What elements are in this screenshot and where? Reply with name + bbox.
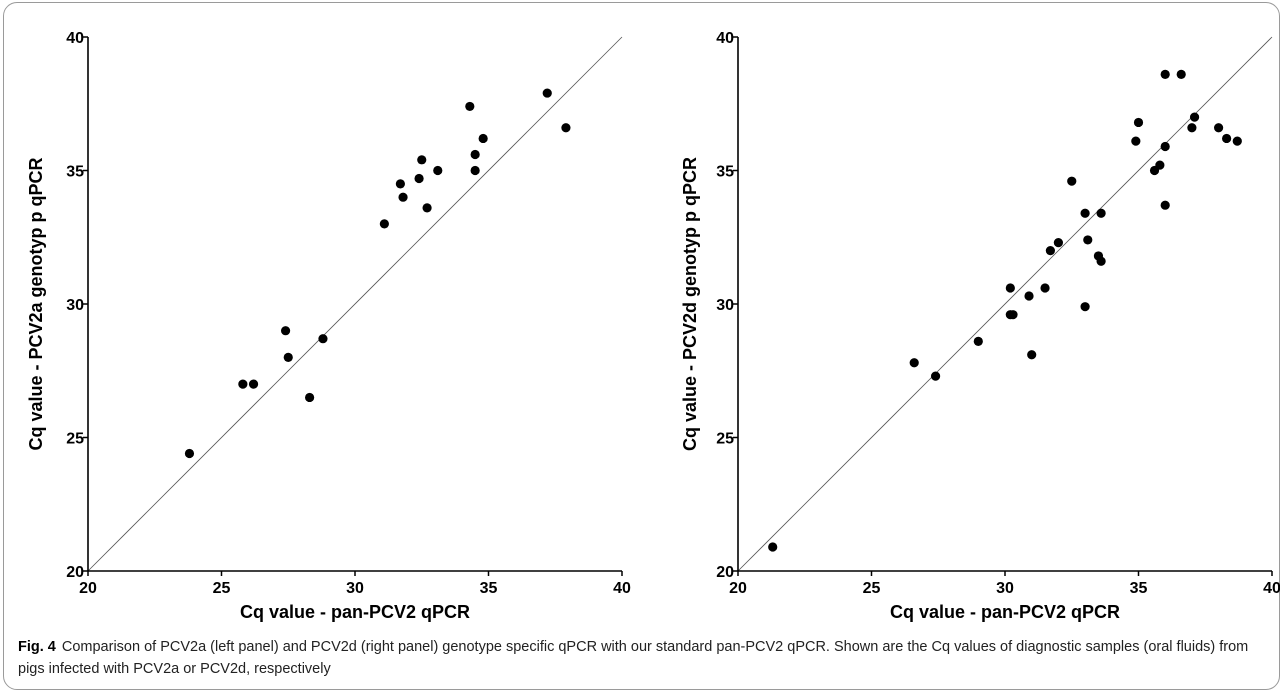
y-tick-label: 25 — [716, 431, 734, 448]
data-point — [1040, 283, 1050, 293]
data-point — [909, 358, 919, 368]
data-point — [470, 165, 480, 176]
data-point — [422, 203, 432, 213]
data-point — [561, 123, 571, 133]
data-point — [1083, 235, 1093, 245]
data-point — [1080, 208, 1090, 218]
data-point — [238, 379, 248, 389]
y-tick-label: 25 — [66, 431, 84, 448]
data-point — [1024, 291, 1034, 301]
y-tick-label: 30 — [66, 297, 84, 314]
right-scatter-plot: 20 25 30 35 40 20 25 30 35 40 Cq value - pan-PCV2 … — [680, 30, 1280, 622]
data-point — [1189, 112, 1200, 122]
identity-reference-line — [87, 36, 623, 572]
right-panel-chart: 20 25 30 35 40 20 25 30 35 40 Cq value - pan-PCV2 … — [640, 0, 1280, 630]
data-point — [283, 352, 293, 362]
x-tick-label: 25 — [863, 580, 881, 597]
data-point — [1096, 256, 1106, 266]
y-tick-label: 40 — [716, 30, 734, 47]
left-scatter-plot: 20 25 30 35 40 20 25 30 35 40 Cq value - pan-PCV2 … — [26, 30, 631, 622]
data-point — [1187, 123, 1197, 133]
data-point — [1008, 310, 1018, 320]
data-point — [1005, 283, 1015, 293]
data-point — [1067, 176, 1077, 186]
y-tick-label: 40 — [66, 30, 84, 47]
data-point — [768, 542, 778, 552]
y-tick-label: 35 — [66, 164, 84, 181]
figure-caption-label: Fig. 4 — [18, 639, 56, 655]
data-point — [1053, 237, 1063, 248]
data-point — [398, 192, 408, 202]
y-axis-title: Cq value - PCV2a genotyp p qPCR — [26, 157, 46, 450]
data-point — [930, 371, 941, 381]
x-tick-label: 35 — [1130, 580, 1148, 597]
x-tick-label: 30 — [996, 580, 1014, 597]
data-point — [1222, 133, 1232, 144]
figure-caption-text: Comparison of PCV2a (left panel) and PCV… — [18, 639, 1249, 677]
figure-frame — [3, 2, 1280, 690]
x-tick-label: 20 — [79, 580, 97, 597]
figure-caption: Fig. 4 Comparison of PCV2a (left panel) a… — [18, 636, 1268, 680]
identity-reference-line — [737, 36, 1273, 572]
data-point — [379, 219, 389, 229]
data-point — [465, 101, 475, 112]
data-point — [1155, 160, 1165, 170]
x-tick-label: 25 — [213, 580, 231, 597]
data-point — [1027, 350, 1037, 360]
data-point — [433, 165, 443, 176]
x-tick-label: 30 — [346, 580, 364, 597]
data-point — [1160, 141, 1170, 152]
data-point — [1131, 136, 1141, 146]
x-tick-label: 35 — [480, 580, 498, 597]
data-point — [248, 379, 259, 389]
data-point — [1045, 246, 1055, 256]
x-axis-title: Cq value - pan-PCV2 qPCR — [890, 602, 1120, 622]
data-point — [1080, 302, 1090, 312]
data-point — [184, 448, 195, 459]
y-tick-label: 30 — [716, 297, 734, 314]
data-point — [1160, 69, 1170, 79]
x-tick-label: 40 — [613, 580, 631, 597]
data-point — [1133, 117, 1144, 128]
data-point — [1096, 208, 1106, 218]
x-tick-label: 40 — [1263, 580, 1280, 597]
y-axis-title: Cq value - PCV2d genotyp p qPCR — [680, 157, 700, 451]
y-tick-label: 20 — [66, 564, 84, 581]
x-axis-title: Cq value - pan-PCV2 qPCR — [240, 602, 470, 622]
data-point — [280, 326, 291, 336]
data-point — [542, 88, 552, 98]
data-point — [1160, 200, 1170, 210]
y-tick-label: 35 — [716, 164, 734, 181]
data-point — [973, 336, 983, 346]
data-point — [478, 133, 488, 144]
left-panel-chart: 20 25 30 35 40 20 25 30 35 40 Cq value - pan-PCV2 … — [0, 0, 640, 630]
data-point — [1176, 69, 1186, 79]
data-point — [414, 173, 424, 184]
x-tick-label: 20 — [729, 580, 747, 597]
data-point — [417, 155, 427, 165]
data-point — [1214, 123, 1224, 133]
data-point — [318, 334, 328, 344]
data-point — [395, 179, 405, 189]
data-point — [305, 392, 315, 403]
data-point — [1232, 136, 1242, 146]
y-tick-label: 20 — [716, 564, 734, 581]
data-point — [470, 149, 480, 160]
